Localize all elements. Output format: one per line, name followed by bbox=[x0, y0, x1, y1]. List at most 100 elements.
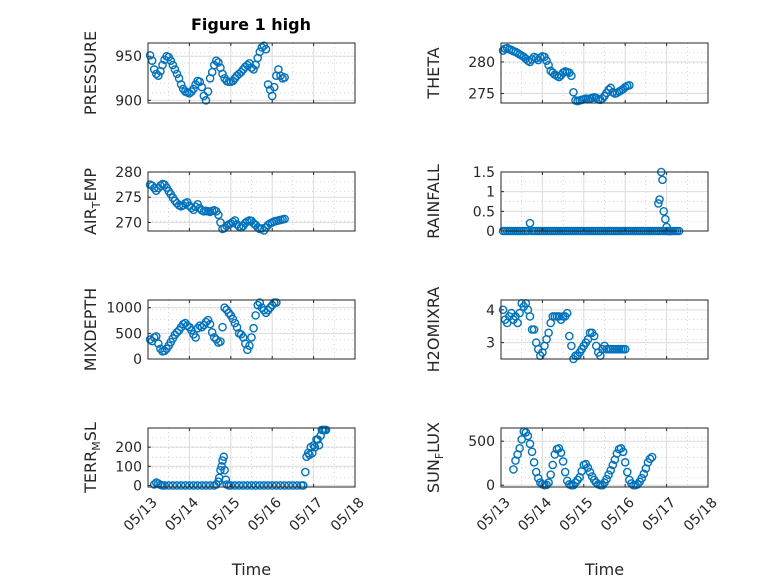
data-point bbox=[214, 210, 223, 220]
subplot-6: 3 4 H2OMIXRA bbox=[424, 287, 709, 373]
data-point bbox=[257, 43, 267, 52]
data-point bbox=[546, 470, 555, 479]
y-tick-label: 100 bbox=[115, 459, 142, 475]
data-point bbox=[560, 467, 570, 477]
axes-box bbox=[147, 171, 356, 232]
data-point bbox=[249, 65, 258, 74]
data-point bbox=[218, 69, 227, 79]
axes-box bbox=[500, 299, 709, 360]
x-tick-label: 05/14 bbox=[162, 495, 202, 535]
data-point bbox=[203, 87, 213, 96]
x-tick-label: 05/13 bbox=[474, 495, 514, 535]
data-point bbox=[243, 345, 252, 355]
y-tick-label: 3 bbox=[486, 336, 495, 352]
data-point bbox=[255, 481, 265, 490]
data-point bbox=[214, 477, 223, 486]
y-tick-label: 0 bbox=[486, 478, 495, 494]
data-point bbox=[276, 481, 285, 490]
data-point bbox=[523, 431, 533, 441]
data-point bbox=[265, 303, 275, 312]
data-point bbox=[622, 467, 632, 477]
data-point bbox=[567, 341, 576, 351]
data-point bbox=[154, 339, 163, 348]
data-point bbox=[220, 303, 229, 312]
data-point bbox=[589, 331, 599, 341]
data-point bbox=[548, 460, 558, 470]
data-point bbox=[251, 481, 260, 490]
data-point bbox=[224, 308, 234, 318]
data-point bbox=[625, 81, 634, 90]
data-point bbox=[191, 333, 200, 342]
data-point bbox=[515, 443, 524, 453]
data-point bbox=[562, 308, 572, 318]
y-tick-label: 0 bbox=[133, 352, 142, 368]
data-point bbox=[261, 44, 271, 54]
y-tick-label: 1 bbox=[486, 185, 495, 201]
data-point bbox=[509, 465, 518, 474]
figure-title: Figure 1 high bbox=[191, 15, 311, 34]
data-point bbox=[569, 87, 578, 97]
y-axis-label: H2OMIXRA bbox=[424, 287, 443, 373]
y-tick-label: 0 bbox=[486, 224, 495, 240]
data-point bbox=[529, 325, 539, 334]
data-point bbox=[655, 195, 664, 204]
data-point bbox=[201, 96, 211, 105]
data-point bbox=[149, 480, 159, 489]
data-point bbox=[654, 199, 663, 208]
y-axis-label: PRESSURE bbox=[81, 31, 100, 115]
data-point bbox=[321, 425, 331, 435]
data-point bbox=[238, 481, 248, 490]
x-axis-label: Time bbox=[584, 560, 624, 579]
x-tick-label: 05/18 bbox=[681, 495, 721, 535]
subplot-3: 270 275 280 AIRTEMP bbox=[81, 165, 356, 235]
data-point bbox=[604, 470, 613, 479]
data-point bbox=[529, 458, 539, 467]
data-point bbox=[659, 207, 669, 216]
y-tick-label: 1.5 bbox=[473, 165, 495, 181]
data-point bbox=[193, 199, 202, 209]
data-point bbox=[513, 318, 522, 328]
axes-box bbox=[500, 427, 709, 488]
y-tick-label: 275 bbox=[468, 87, 495, 103]
data-point bbox=[272, 298, 281, 307]
data-point bbox=[606, 465, 616, 475]
data-point bbox=[160, 481, 169, 490]
axes-box bbox=[147, 427, 356, 488]
data-point bbox=[158, 60, 167, 70]
y-tick-label: 280 bbox=[115, 165, 142, 181]
data-point bbox=[542, 480, 551, 490]
y-axis-label: TERRMSL bbox=[81, 422, 103, 494]
data-point bbox=[164, 481, 173, 490]
y-tick-label: 900 bbox=[115, 93, 142, 109]
x-tick-label: 05/15 bbox=[204, 495, 244, 535]
y-tick-label: 1000 bbox=[106, 301, 142, 317]
data-point bbox=[172, 69, 182, 79]
data-point bbox=[272, 481, 281, 490]
data-point bbox=[230, 216, 240, 225]
data-point bbox=[280, 214, 289, 224]
data-point bbox=[197, 322, 207, 332]
data-point bbox=[602, 474, 611, 484]
data-point bbox=[661, 214, 670, 224]
data-point bbox=[230, 318, 240, 328]
data-point bbox=[554, 443, 564, 453]
axes-box bbox=[500, 42, 709, 104]
data-point bbox=[176, 80, 186, 89]
data-point bbox=[598, 94, 607, 103]
data-point bbox=[544, 328, 553, 338]
data-point bbox=[168, 481, 178, 490]
data-point bbox=[187, 203, 196, 213]
data-point bbox=[515, 308, 524, 318]
data-point bbox=[191, 202, 200, 212]
data-point bbox=[288, 481, 298, 490]
data-point bbox=[166, 56, 176, 65]
data-point bbox=[544, 478, 553, 487]
y-tick-label: 500 bbox=[468, 434, 495, 450]
data-point bbox=[542, 56, 551, 65]
x-tick-label: 05/17 bbox=[286, 495, 326, 535]
data-point bbox=[219, 452, 229, 462]
x-tick-label: 05/16 bbox=[245, 495, 285, 535]
y-tick-label: 950 bbox=[115, 49, 142, 65]
axes-box bbox=[500, 171, 709, 232]
